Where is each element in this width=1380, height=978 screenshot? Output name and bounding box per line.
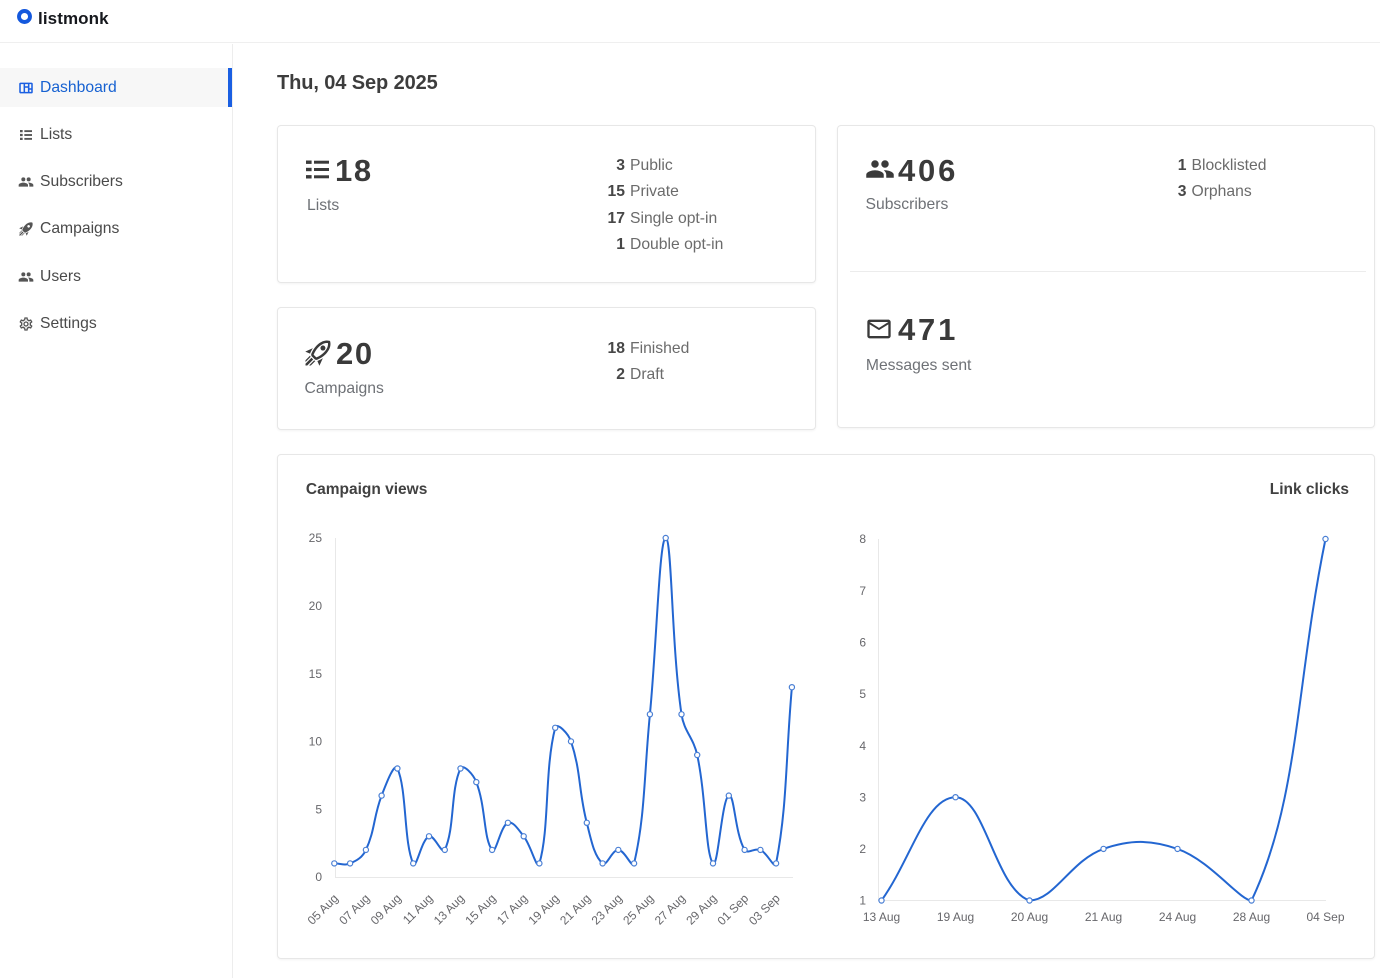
svg-text:05 Aug: 05 Aug [305, 891, 341, 927]
svg-text:28 Aug: 28 Aug [1233, 910, 1270, 924]
svg-text:25 Aug: 25 Aug [620, 891, 656, 927]
svg-text:0: 0 [315, 870, 322, 884]
svg-text:15 Aug: 15 Aug [462, 891, 498, 927]
svg-text:5: 5 [859, 687, 866, 701]
svg-text:01 Sep: 01 Sep [714, 891, 751, 928]
svg-text:10: 10 [309, 735, 323, 749]
svg-text:07 Aug: 07 Aug [336, 891, 372, 927]
svg-text:6: 6 [859, 636, 866, 650]
svg-text:19 Aug: 19 Aug [937, 910, 974, 924]
svg-text:13 Aug: 13 Aug [431, 891, 467, 927]
svg-text:21 Aug: 21 Aug [1085, 910, 1122, 924]
svg-text:15: 15 [309, 667, 323, 681]
svg-text:1: 1 [859, 894, 866, 908]
svg-text:11 Aug: 11 Aug [400, 891, 436, 927]
svg-text:5: 5 [315, 802, 322, 816]
svg-text:19 Aug: 19 Aug [525, 891, 561, 927]
svg-text:2: 2 [859, 842, 866, 856]
svg-text:8: 8 [859, 532, 866, 546]
svg-text:21 Aug: 21 Aug [557, 891, 593, 927]
svg-text:24 Aug: 24 Aug [1159, 910, 1196, 924]
svg-text:13 Aug: 13 Aug [863, 910, 900, 924]
svg-text:09 Aug: 09 Aug [368, 891, 404, 927]
svg-text:20: 20 [309, 599, 323, 613]
svg-text:25: 25 [309, 531, 323, 545]
svg-text:03 Sep: 03 Sep [746, 891, 783, 928]
svg-text:04 Sep: 04 Sep [1306, 910, 1344, 924]
svg-text:23 Aug: 23 Aug [589, 891, 625, 927]
svg-text:27 Aug: 27 Aug [652, 891, 688, 927]
svg-text:7: 7 [859, 584, 866, 598]
svg-text:29 Aug: 29 Aug [683, 891, 719, 927]
svg-text:4: 4 [859, 739, 866, 753]
svg-text:20 Aug: 20 Aug [1011, 910, 1048, 924]
svg-text:3: 3 [859, 790, 866, 804]
svg-text:17 Aug: 17 Aug [494, 891, 530, 927]
